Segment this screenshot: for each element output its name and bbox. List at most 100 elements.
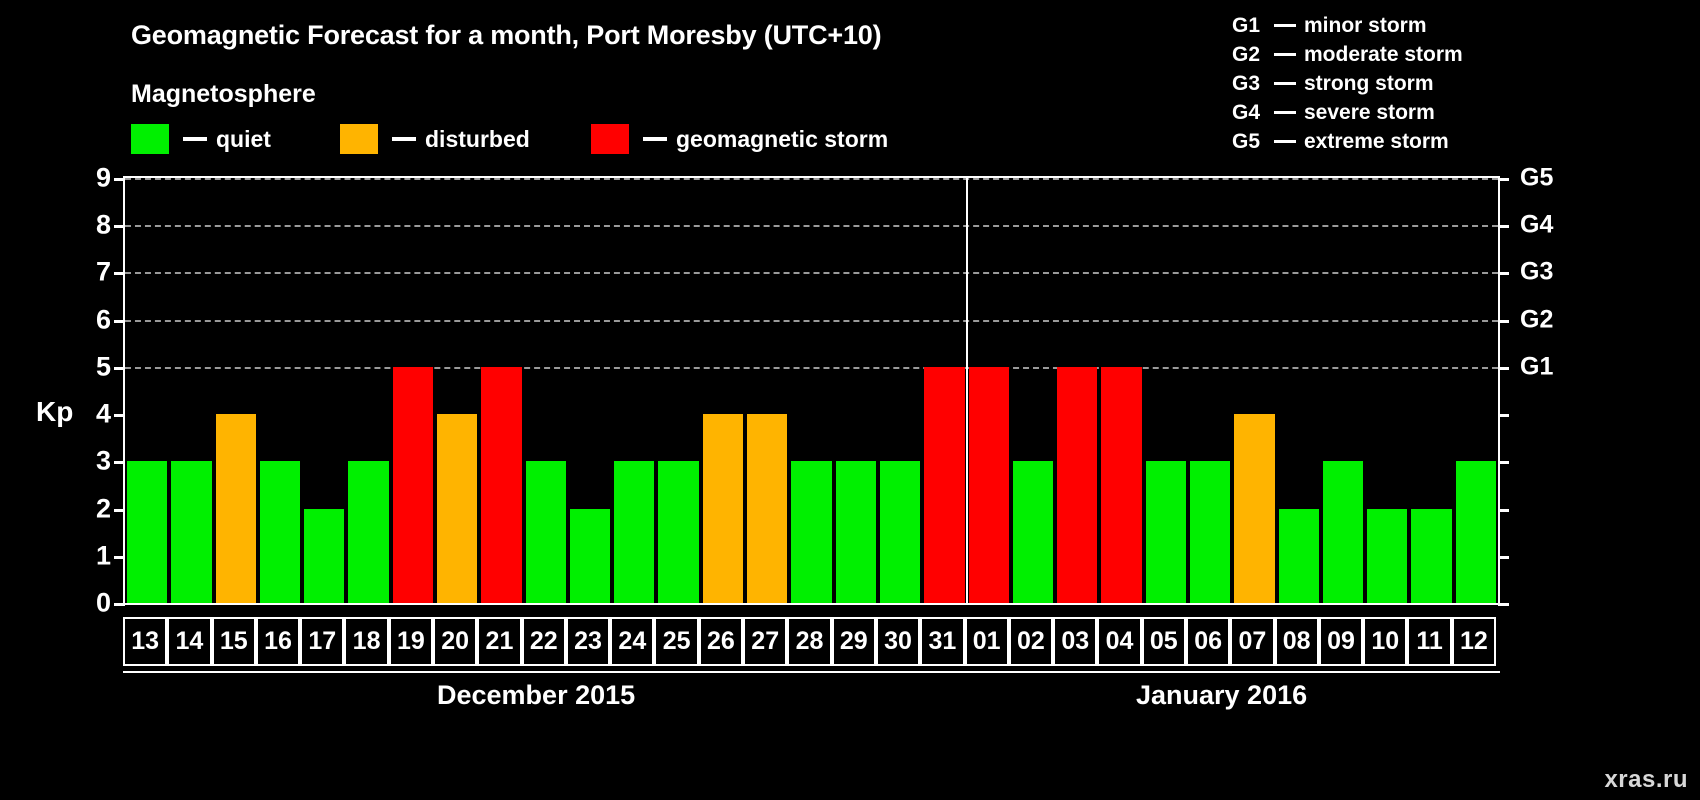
date-label-22: 22 (521, 617, 566, 666)
date-label-30: 30 (875, 617, 921, 666)
legend-dash-icon (183, 137, 207, 141)
date-label-text: 07 (1238, 627, 1267, 655)
date-label-text: 02 (1017, 627, 1045, 655)
bar-24 (614, 461, 655, 603)
date-label-text: 03 (1061, 627, 1090, 655)
g-axis-label-g1: G1 (1520, 352, 1554, 381)
storm-scale-code: G1 (1232, 13, 1261, 37)
y-tick-6 (114, 319, 125, 323)
date-label-27: 27 (743, 617, 788, 666)
g-tick-3 (1498, 461, 1509, 465)
date-label-28: 28 (787, 617, 832, 666)
axis-baseline (123, 671, 1500, 673)
y-tick-9 (114, 178, 125, 181)
bar-27 (747, 414, 788, 603)
storm-scale-row-g2: G2 moderate storm (1232, 40, 1463, 69)
date-label-15: 15 (211, 617, 256, 666)
storm-scale-code: G4 (1232, 100, 1261, 124)
kp-axis-title: Kp (36, 396, 74, 427)
storm-scale-desc: strong storm (1304, 71, 1434, 95)
date-label-text: 26 (707, 627, 735, 655)
y-axis-label-3: 3 (95, 445, 111, 476)
date-label-09: 09 (1318, 617, 1364, 666)
date-label-text: 05 (1149, 627, 1178, 655)
storm-scale-row-g3: G3 strong storm (1232, 69, 1463, 98)
g-tick-5 (1498, 366, 1509, 370)
month-divider (965, 178, 968, 603)
bar-31 (924, 366, 965, 603)
date-label-text: 25 (662, 627, 691, 655)
date-label-07: 07 (1230, 617, 1275, 666)
y-axis-label-7: 7 (95, 256, 111, 287)
date-label-text: 09 (1327, 627, 1355, 655)
date-label-text: 04 (1105, 627, 1134, 655)
y-tick-7 (114, 272, 125, 276)
legend-label: quiet (216, 125, 271, 152)
storm-scale-dash-icon (1274, 140, 1296, 143)
date-label-23: 23 (565, 617, 611, 666)
legend-swatch-quiet (131, 124, 169, 154)
date-label-text: 21 (485, 627, 514, 655)
y-axis-label-6: 6 (95, 304, 111, 335)
bar-21 (481, 366, 522, 603)
storm-scale-code: G2 (1232, 42, 1261, 66)
date-label-text: 28 (795, 627, 824, 655)
watermark: xras.ru (1604, 766, 1688, 793)
legend-item-1: disturbed (340, 124, 530, 154)
storm-scale-desc: severe storm (1304, 100, 1435, 124)
storm-scale-dash-icon (1274, 24, 1296, 27)
g-axis-label-g4: G4 (1520, 210, 1554, 239)
plot-area: 0 1 2 3 4 5 6 7 8 9 G1 G2 G3 G4 G5 (96, 163, 1553, 618)
storm-scale-row-g4: G4 severe storm (1232, 98, 1463, 127)
y-tick-1 (114, 555, 125, 559)
date-label-14: 14 (167, 617, 212, 666)
bar-10 (1367, 508, 1408, 603)
bar-08 (1278, 508, 1319, 603)
y-tick-4 (114, 414, 125, 418)
date-label-24: 24 (610, 617, 655, 666)
storm-scale-row-g1: G1 minor storm (1232, 11, 1463, 40)
g-tick-4 (1498, 414, 1509, 418)
g-tick-1 (1498, 555, 1509, 559)
bar-29 (835, 461, 876, 603)
y-axis-label-0: 0 (95, 587, 111, 618)
month-label-1: January 2016 (1136, 680, 1308, 710)
date-label-16: 16 (255, 617, 301, 666)
g-tick-9 (1498, 178, 1509, 181)
y-tick-5 (114, 366, 125, 370)
gridline-kp-8 (125, 225, 1498, 228)
g-axis-label-g2: G2 (1520, 305, 1554, 334)
bar-09 (1322, 461, 1364, 603)
y-tick-0 (114, 603, 125, 606)
y-axis-label-9: 9 (95, 162, 111, 193)
y-tick-3 (114, 461, 125, 465)
date-label-text: 29 (839, 627, 868, 655)
date-label-text: 15 (219, 627, 248, 655)
date-label-text: 19 (396, 627, 425, 655)
legend-swatch-disturbed (340, 124, 378, 154)
date-label-26: 26 (698, 617, 744, 666)
g-tick-2 (1498, 508, 1509, 512)
g-axis-label-g3: G3 (1520, 257, 1554, 286)
date-label-text: 14 (175, 627, 204, 655)
date-label-text: 06 (1194, 627, 1222, 655)
bar-01 (968, 366, 1009, 603)
bar-06 (1189, 461, 1231, 603)
date-label-21: 21 (477, 617, 522, 666)
bar-26 (702, 414, 744, 603)
date-label-text: 12 (1459, 627, 1488, 655)
date-label-text: 13 (131, 627, 160, 655)
date-label-02: 02 (1008, 617, 1054, 666)
date-label-text: 23 (574, 627, 602, 655)
bar-05 (1145, 461, 1186, 603)
date-label-text: 18 (352, 627, 381, 655)
storm-scale-code: G5 (1232, 129, 1261, 153)
bar-04 (1101, 366, 1142, 603)
date-label-text: 27 (751, 627, 780, 655)
g-tick-6 (1498, 319, 1509, 323)
bar-19 (392, 366, 434, 603)
bar-22 (525, 461, 566, 603)
y-axis-label-2: 2 (95, 493, 111, 524)
date-label-text: 30 (884, 627, 912, 655)
